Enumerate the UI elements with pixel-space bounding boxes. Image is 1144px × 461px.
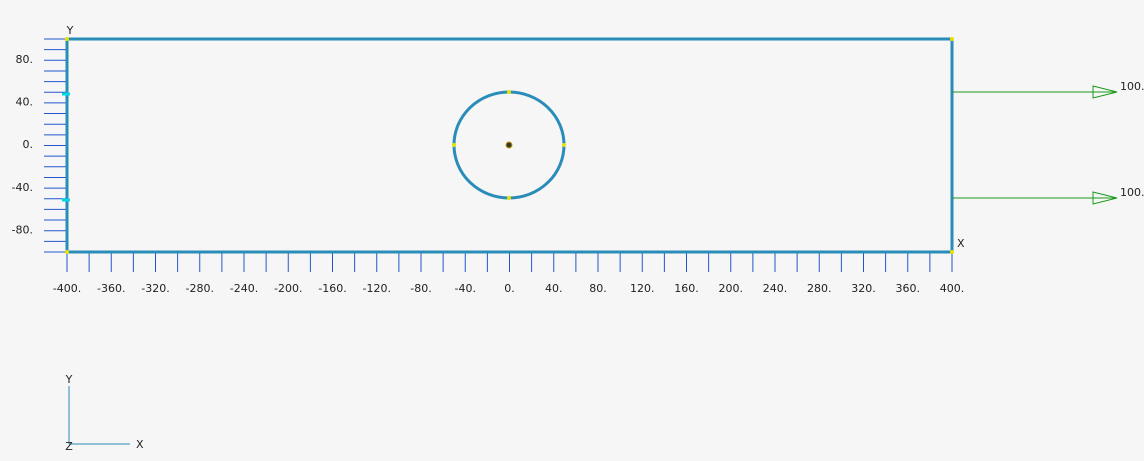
x-axis-title: X <box>957 237 965 250</box>
y-tick-label: -80. <box>12 223 33 236</box>
y-tick-label: 40. <box>16 96 34 109</box>
load-label: 100. <box>1120 186 1144 199</box>
x-tick-label: 240. <box>763 282 788 295</box>
x-tick-label: -160. <box>318 282 346 295</box>
x-tick-label: 400. <box>940 282 965 295</box>
triad-z: Z <box>65 440 73 453</box>
x-tick-label: 160. <box>674 282 699 295</box>
x-tick-label: 200. <box>719 282 744 295</box>
y-tick-label: 80. <box>16 53 34 66</box>
x-tick-label: -40. <box>455 282 476 295</box>
x-tick-label: 280. <box>807 282 832 295</box>
x-tick-label: -240. <box>230 282 258 295</box>
x-tick-label: -120. <box>363 282 391 295</box>
x-tick-label: -400. <box>53 282 81 295</box>
load-arrows <box>952 85 1118 205</box>
x-tick-label: -200. <box>274 282 302 295</box>
x-tick-label: 360. <box>896 282 921 295</box>
x-tick-label: 80. <box>589 282 607 295</box>
triad-x: X <box>136 438 144 451</box>
triad-y: Y <box>65 373 73 386</box>
y-axis-title: Y <box>66 24 74 37</box>
constraints <box>62 92 70 202</box>
x-tick-label: -320. <box>141 282 169 295</box>
x-tick-label: 320. <box>851 282 876 295</box>
triad <box>68 386 130 445</box>
x-tick-label: 0. <box>504 282 515 295</box>
load-label: 100. <box>1120 80 1144 93</box>
x-tick-label: 40. <box>545 282 563 295</box>
plate-outline <box>65 37 954 254</box>
x-tick-label: -280. <box>186 282 214 295</box>
center-node <box>505 141 513 149</box>
nodes <box>65 37 954 254</box>
axis-ticks <box>44 38 953 272</box>
y-tick-label: 0. <box>23 138 34 151</box>
y-tick-label: -40. <box>12 181 33 194</box>
x-tick-label: -360. <box>97 282 125 295</box>
x-tick-label: 120. <box>630 282 655 295</box>
x-tick-label: -80. <box>410 282 431 295</box>
